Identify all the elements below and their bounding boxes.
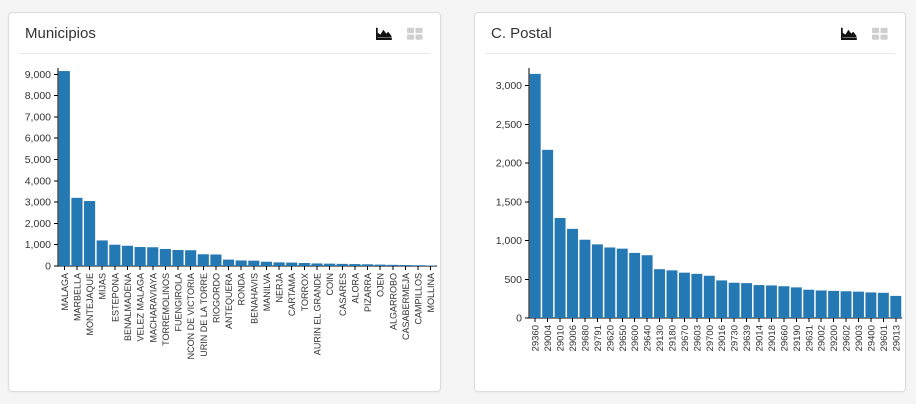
svg-text:29010: 29010	[556, 325, 567, 351]
panel-title: C. Postal	[491, 25, 552, 42]
svg-text:2,500: 2,500	[496, 119, 522, 131]
svg-text:29600: 29600	[630, 325, 641, 351]
svg-text:29006: 29006	[568, 325, 579, 351]
svg-text:8,000: 8,000	[25, 90, 51, 102]
svg-text:29200: 29200	[829, 325, 840, 351]
svg-text:CARTAMA: CARTAMA	[287, 273, 297, 316]
svg-text:29730: 29730	[730, 325, 741, 351]
svg-text:2,000: 2,000	[496, 158, 522, 170]
svg-text:TORROX: TORROX	[300, 273, 310, 311]
svg-text:29013: 29013	[891, 325, 902, 351]
municipios-panel: Municipios	[8, 12, 441, 392]
svg-text:AURIN EL GRANDE: AURIN EL GRANDE	[312, 273, 322, 355]
svg-text:MOLLINA: MOLLINA	[426, 273, 436, 313]
municipios-panel-header: Municipios	[9, 13, 440, 53]
cpostal-panel: C. Postal	[474, 12, 906, 392]
svg-text:MACHARAVIAYA: MACHARAVIAYA	[148, 273, 158, 343]
svg-text:MONTEJAQUE: MONTEJAQUE	[85, 273, 95, 336]
municipios-chart-area: 0 1,000 2,000 3,000 4,000 5,000 6,000 7,000 8,00…	[9, 62, 440, 368]
svg-text:29602: 29602	[842, 325, 853, 351]
svg-text:FUENGIROLA: FUENGIROLA	[174, 273, 184, 332]
svg-text:29640: 29640	[643, 325, 654, 351]
svg-text:TORREMOLINOS: TORREMOLINOS	[161, 273, 171, 346]
svg-text:29639: 29639	[742, 325, 753, 351]
svg-text:29700: 29700	[705, 325, 716, 351]
view-toolbar	[840, 27, 889, 41]
header-divider	[485, 53, 895, 54]
area-chart-icon[interactable]	[840, 27, 858, 41]
cpostal-chart-area: 0 500 1,000 1,500 2,000 2,500 3,000 29360 29004 2…	[475, 62, 905, 374]
svg-text:29660: 29660	[779, 325, 790, 351]
svg-text:MARBELLA: MARBELLA	[72, 273, 82, 321]
svg-text:NERJA: NERJA	[275, 273, 285, 303]
svg-text:2,000: 2,000	[25, 218, 51, 230]
svg-text:RONDA: RONDA	[237, 273, 247, 306]
svg-text:CAMPILLOS: CAMPILLOS	[414, 273, 424, 325]
table-icon[interactable]	[871, 27, 889, 41]
svg-text:29130: 29130	[655, 325, 666, 351]
svg-text:29018: 29018	[767, 325, 778, 351]
svg-text:9,000: 9,000	[25, 69, 51, 81]
svg-text:29014: 29014	[755, 325, 766, 351]
svg-text:URIN DE LA TORRE: URIN DE LA TORRE	[199, 273, 209, 357]
svg-text:29003: 29003	[854, 325, 865, 351]
svg-text:CASABERMEJA: CASABERMEJA	[401, 273, 411, 340]
svg-text:ALGARROBO: ALGARROBO	[388, 273, 398, 330]
svg-text:29650: 29650	[618, 325, 629, 351]
svg-text:VELEZ MALAGA: VELEZ MALAGA	[136, 273, 146, 342]
header-divider	[19, 53, 430, 54]
svg-text:29016: 29016	[717, 325, 728, 351]
svg-text:7,000: 7,000	[25, 111, 51, 123]
svg-text:RIOGORDO: RIOGORDO	[211, 273, 221, 323]
svg-text:CASARES: CASARES	[338, 273, 348, 316]
svg-text:MANILVA: MANILVA	[262, 273, 272, 311]
svg-text:OJEN: OJEN	[376, 273, 386, 297]
svg-text:1,500: 1,500	[496, 196, 522, 208]
svg-text:29620: 29620	[605, 325, 616, 351]
svg-text:29400: 29400	[866, 325, 877, 351]
svg-text:COIN: COIN	[325, 273, 335, 296]
svg-text:6,000: 6,000	[25, 133, 51, 145]
svg-text:MIJAS: MIJAS	[98, 273, 108, 300]
cpostal-panel-header: C. Postal	[475, 13, 905, 53]
svg-text:29680: 29680	[580, 325, 591, 351]
svg-text:29603: 29603	[692, 325, 703, 351]
svg-text:BENAHAVIS: BENAHAVIS	[249, 273, 259, 324]
svg-text:0: 0	[516, 313, 522, 325]
svg-text:3,000: 3,000	[496, 80, 522, 92]
svg-text:29190: 29190	[792, 325, 803, 351]
svg-text:3,000: 3,000	[25, 197, 51, 209]
svg-text:29670: 29670	[680, 325, 691, 351]
svg-text:29004: 29004	[543, 325, 554, 351]
svg-text:1,000: 1,000	[496, 235, 522, 247]
svg-text:29002: 29002	[817, 325, 828, 351]
svg-text:ANTEQUERA: ANTEQUERA	[224, 273, 234, 329]
svg-text:1,000: 1,000	[25, 239, 51, 251]
svg-text:MALAGA: MALAGA	[60, 273, 70, 311]
svg-text:29180: 29180	[667, 325, 678, 351]
svg-text:ESTEPONA: ESTEPONA	[110, 273, 120, 322]
svg-text:29360: 29360	[531, 325, 542, 351]
table-icon[interactable]	[406, 27, 424, 41]
area-chart-icon[interactable]	[375, 27, 393, 41]
svg-text:29601: 29601	[879, 325, 890, 351]
municipios-bar-chart: 0 1,000 2,000 3,000 4,000 5,000 6,000 7,000 8,00…	[25, 68, 437, 359]
svg-text:BENALMADENA: BENALMADENA	[123, 273, 133, 341]
svg-text:5,000: 5,000	[25, 154, 51, 166]
svg-text:29631: 29631	[804, 325, 815, 351]
svg-text:NCON DE VICTORIA: NCON DE VICTORIA	[186, 273, 196, 359]
svg-text:29791: 29791	[593, 325, 604, 351]
svg-text:4,000: 4,000	[25, 175, 51, 187]
view-toolbar	[375, 27, 424, 41]
svg-text:0: 0	[45, 261, 51, 273]
svg-text:ALORA: ALORA	[350, 273, 360, 304]
panel-title: Municipios	[25, 25, 96, 42]
svg-text:PIZARRA: PIZARRA	[363, 273, 373, 312]
svg-text:500: 500	[504, 274, 522, 286]
